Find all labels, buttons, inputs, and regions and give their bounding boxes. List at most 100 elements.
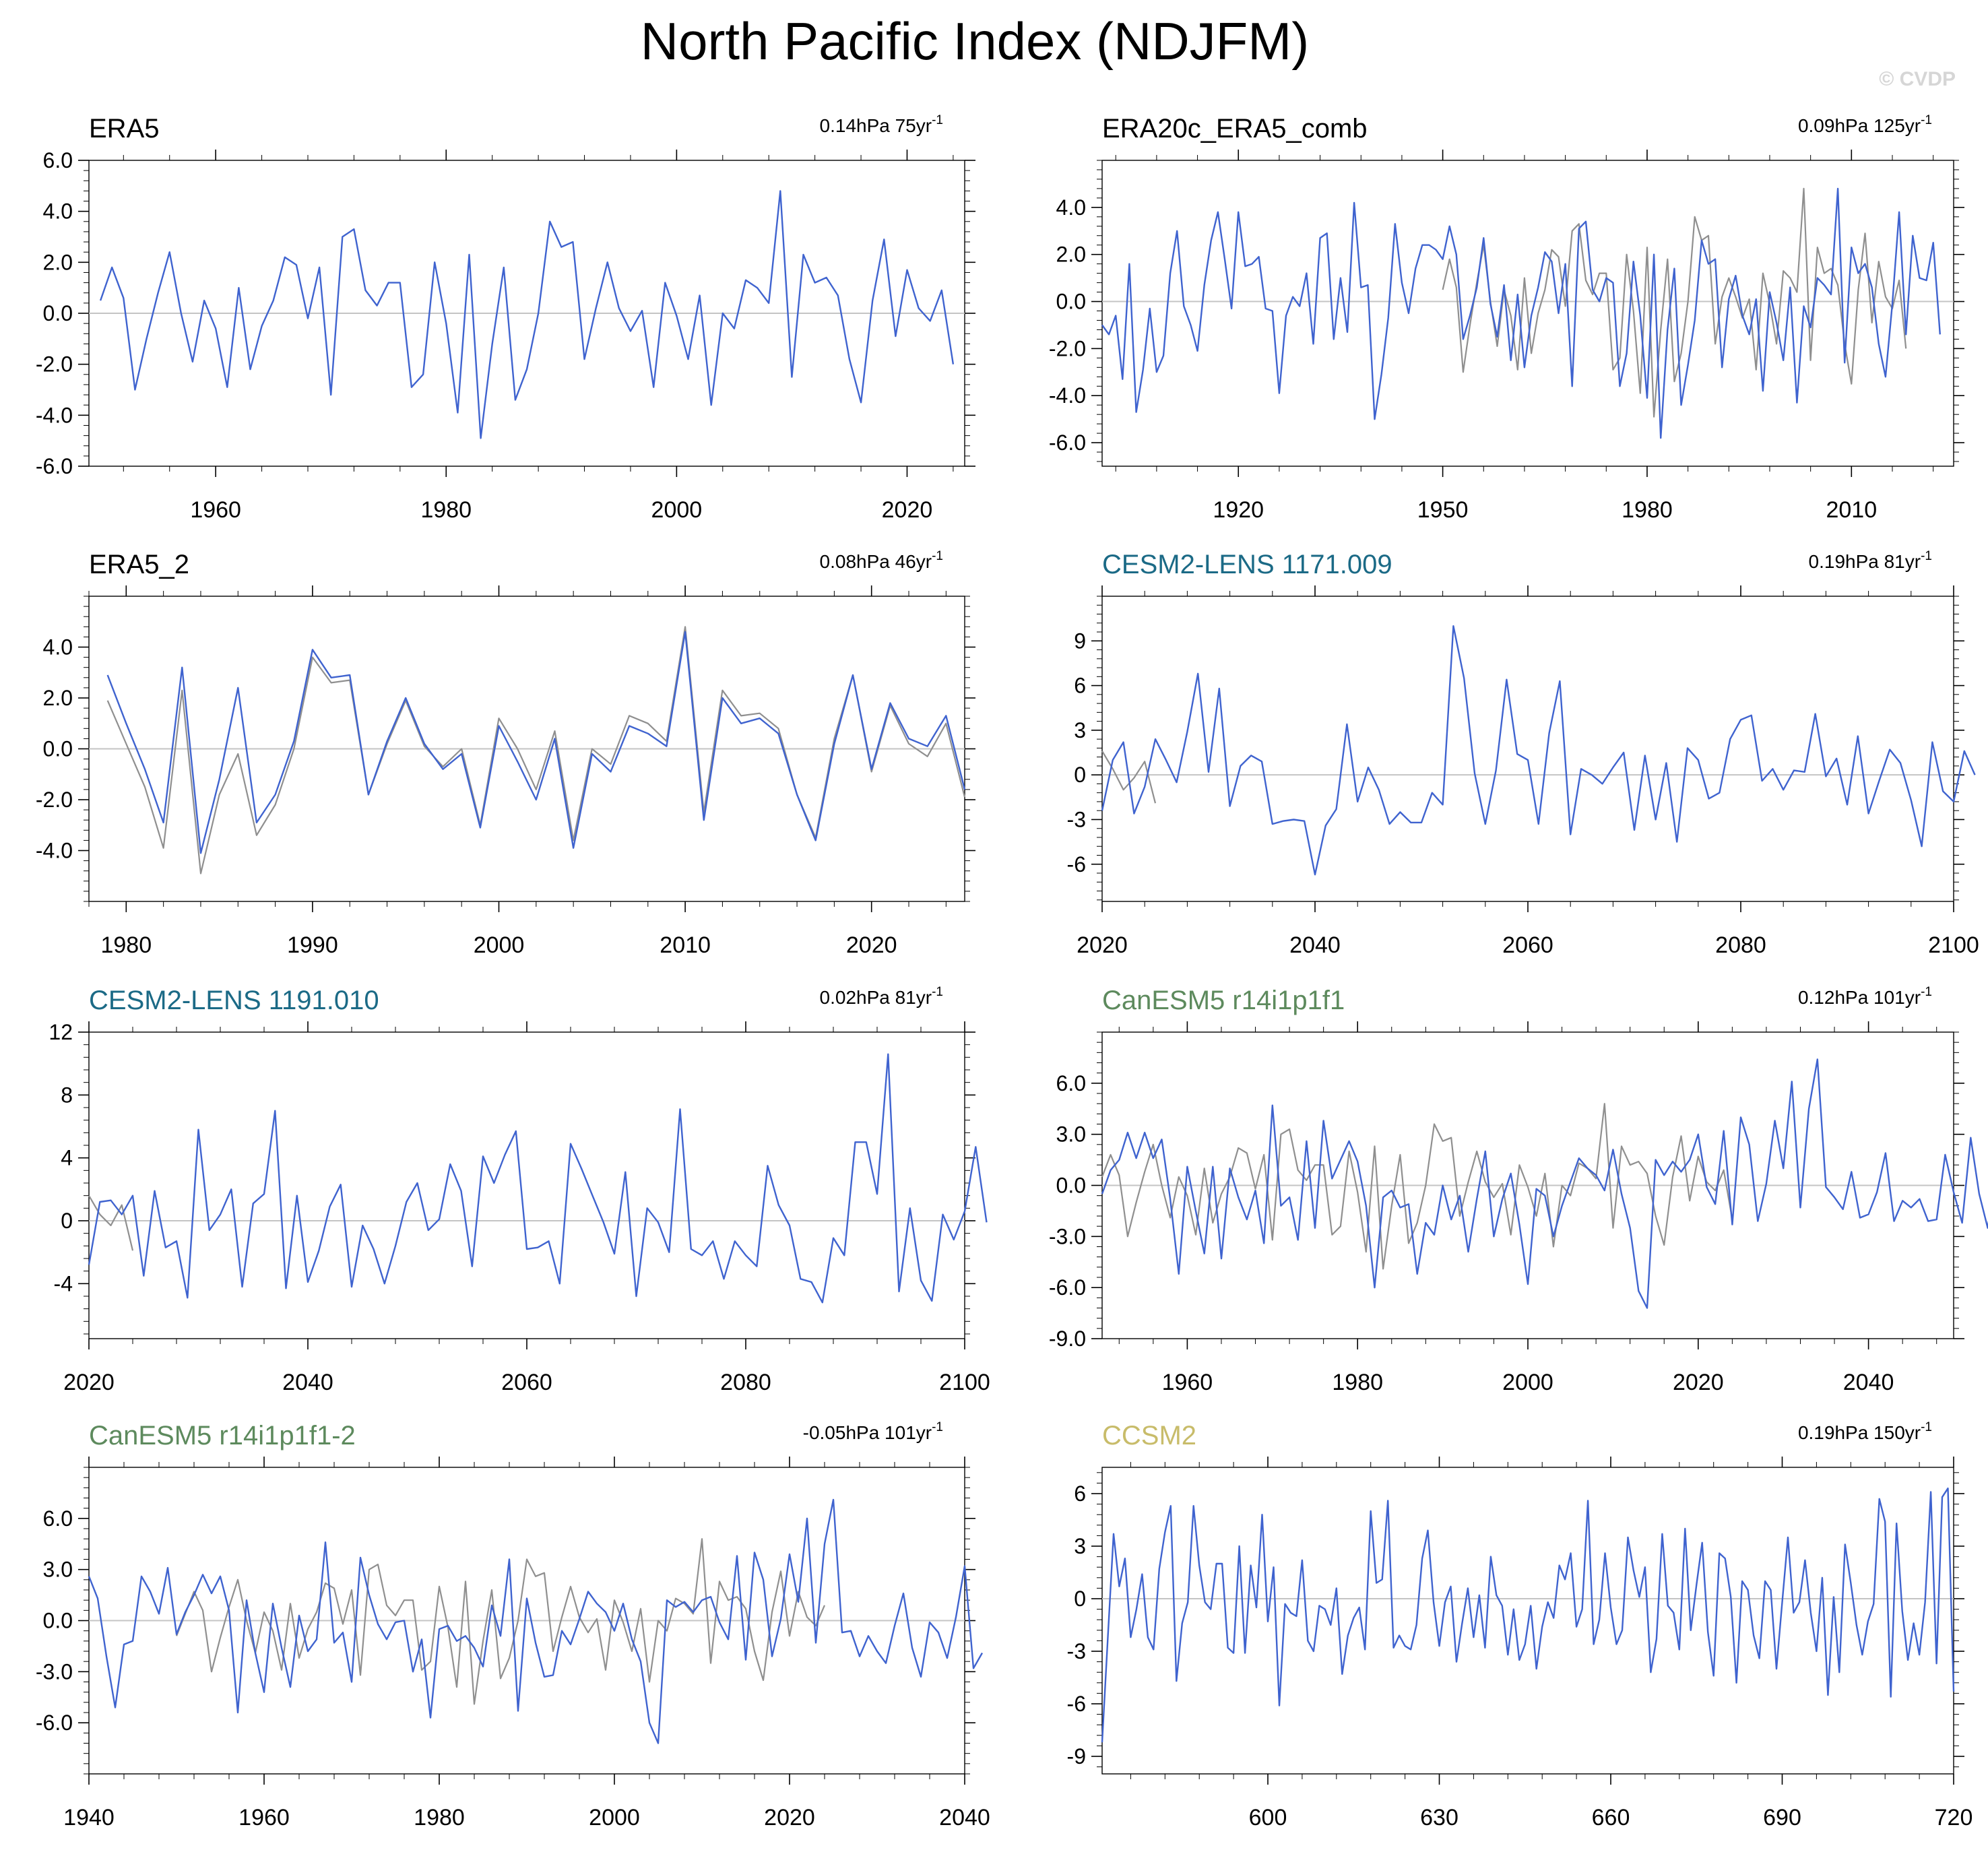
x-tick-label: 2020 (882, 497, 933, 523)
y-tick-label: -6 (1067, 1692, 1086, 1716)
x-tick-label: 1950 (1417, 497, 1469, 523)
x-tick-label: 2010 (1826, 497, 1877, 523)
reference-series-line (175, 1538, 826, 1705)
x-tick-label: 2100 (939, 1370, 990, 1395)
trend-stat-label: 0.19hPa 150yr-1 (1798, 1420, 1932, 1443)
x-tick-label: 600 (1249, 1805, 1287, 1830)
trend-stat-label: 0.19hPa 81yr-1 (1809, 549, 1932, 572)
trend-value: 0.09hPa 125yr (1798, 115, 1921, 136)
figure-title: North Pacific Index (NDJFM) (641, 11, 1310, 71)
reference-series-line (88, 1195, 134, 1251)
y-tick-label: -9 (1067, 1744, 1086, 1768)
trend-value: 0.19hPa 81yr (1809, 551, 1921, 572)
x-tick-label: 1960 (1162, 1370, 1213, 1395)
panel-title: CanESM5 r14i1p1f1 (1102, 986, 1345, 1015)
x-tick-label: 2020 (764, 1805, 815, 1830)
x-tick-label: 1980 (1332, 1370, 1383, 1395)
trend-stat-label: 0.14hPa 75yr-1 (820, 113, 943, 136)
index-series-line (1101, 187, 1941, 439)
x-tick-label: 1960 (190, 497, 241, 523)
y-tick-label: 3.0 (1056, 1122, 1086, 1147)
x-tick-label: 1980 (420, 497, 472, 523)
trend-value: 0.08hPa 46yr (820, 551, 932, 572)
y-tick-label: -4.0 (36, 403, 73, 427)
y-tick-label: 0.0 (1056, 290, 1086, 314)
x-tick-label: 660 (1592, 1805, 1630, 1830)
reference-series-line (1442, 187, 1907, 418)
x-tick-label: 2040 (1843, 1370, 1894, 1395)
y-tick-label: 3.0 (43, 1558, 73, 1582)
y-tick-label: -2.0 (1049, 336, 1086, 360)
y-tick-label: 6.0 (43, 148, 73, 172)
y-tick-label: -6.0 (36, 1711, 73, 1735)
x-tick-label: 2000 (474, 932, 525, 958)
y-tick-label: -6 (1067, 852, 1086, 876)
y-tick-label: 4.0 (1056, 195, 1086, 220)
trend-unit-exponent: -1 (932, 1420, 943, 1434)
x-tick-label: 2020 (1673, 1370, 1724, 1395)
panel-title: CESM2-LENS 1171.009 (1102, 550, 1392, 579)
y-tick-label: 6 (1074, 674, 1086, 698)
trend-unit-exponent: -1 (1921, 1420, 1932, 1434)
y-tick-label: 0.0 (1056, 1174, 1086, 1198)
panel-7: CanESM5 r14i1p1f1-2 -0.05hPa 101yr-1 -6.0 -… (36, 1420, 990, 1830)
x-tick-label: 1980 (414, 1805, 465, 1830)
panel-grid: ERA5 0.14hPa 75yr-1-6.0-4.0-2.00.02.04.06… (36, 113, 1988, 1830)
y-tick-label: 6 (1074, 1481, 1086, 1506)
cvdp-watermark: © CVDP (1879, 68, 1956, 90)
panel-1: ERA5 0.14hPa 75yr-1 -6.0 -4.0 -2.0 0.0 2.0 4.0 6… (36, 113, 975, 523)
y-tick-label: 6.0 (43, 1506, 73, 1531)
x-tick-label: 2060 (1502, 932, 1553, 958)
y-tick-label: -4.0 (1049, 383, 1086, 408)
panel-4: CESM2-LENS 1171.009 0.19hPa 81yr-1 -6 -3 0 3 6… (1067, 549, 1979, 958)
x-tick-label: 1980 (1622, 497, 1673, 523)
trend-unit-exponent: -1 (1921, 113, 1932, 127)
index-series-line (106, 631, 966, 854)
y-tick-label: 3 (1074, 718, 1086, 742)
y-tick-label: 2.0 (43, 250, 73, 274)
x-tick-label: 1920 (1213, 497, 1264, 523)
y-tick-label: 0 (61, 1209, 73, 1233)
x-tick-label: 2040 (282, 1370, 333, 1395)
x-tick-label: 2020 (846, 932, 897, 958)
plot-frame (88, 1031, 965, 1339)
trend-value: 0.14hPa 75yr (820, 115, 932, 136)
y-tick-label: -4.0 (36, 839, 73, 863)
x-tick-label: 630 (1420, 1805, 1458, 1830)
y-tick-label: 0 (1074, 763, 1086, 787)
x-tick-label: 2020 (1077, 932, 1128, 958)
y-tick-label: -6.0 (1049, 1275, 1086, 1300)
y-tick-label: 12 (49, 1020, 73, 1044)
x-tick-label: 2000 (589, 1805, 640, 1830)
x-tick-label: 1990 (287, 932, 338, 958)
y-tick-label: 6.0 (1056, 1071, 1086, 1095)
x-tick-label: 2100 (1928, 932, 1979, 958)
y-tick-label: -2.0 (36, 352, 73, 377)
y-tick-label: 0.0 (43, 1609, 73, 1633)
trend-unit-exponent: -1 (932, 985, 943, 999)
y-tick-label: -3 (1067, 807, 1086, 831)
y-tick-label: -3.0 (36, 1659, 73, 1684)
x-tick-label: 2060 (501, 1370, 552, 1395)
y-tick-label: 3 (1074, 1534, 1086, 1558)
y-tick-label: -3 (1067, 1639, 1086, 1663)
y-tick-label: -3.0 (1049, 1224, 1086, 1248)
x-tick-label: 2040 (1289, 932, 1341, 958)
y-tick-label: 0 (1074, 1587, 1086, 1611)
trend-unit-exponent: -1 (932, 549, 943, 563)
x-tick-label: 2010 (660, 932, 711, 958)
x-tick-label: 2020 (63, 1370, 115, 1395)
plot-frame (1101, 1467, 1954, 1775)
index-series-line (1101, 625, 1976, 876)
x-tick-label: 1960 (238, 1805, 290, 1830)
y-tick-label: 4.0 (43, 199, 73, 224)
index-series-line (1101, 1487, 1955, 1743)
y-tick-label: -9.0 (1049, 1327, 1086, 1351)
reference-series-line (1101, 1103, 1733, 1270)
panel-title: CanESM5 r14i1p1f1-2 (89, 1421, 356, 1450)
trend-value: 0.19hPa 150yr (1798, 1422, 1921, 1443)
trend-value: 0.02hPa 81yr (820, 987, 932, 1008)
trend-stat-label: 0.09hPa 125yr-1 (1798, 113, 1932, 136)
trend-value: 0.12hPa 101yr (1798, 987, 1921, 1008)
